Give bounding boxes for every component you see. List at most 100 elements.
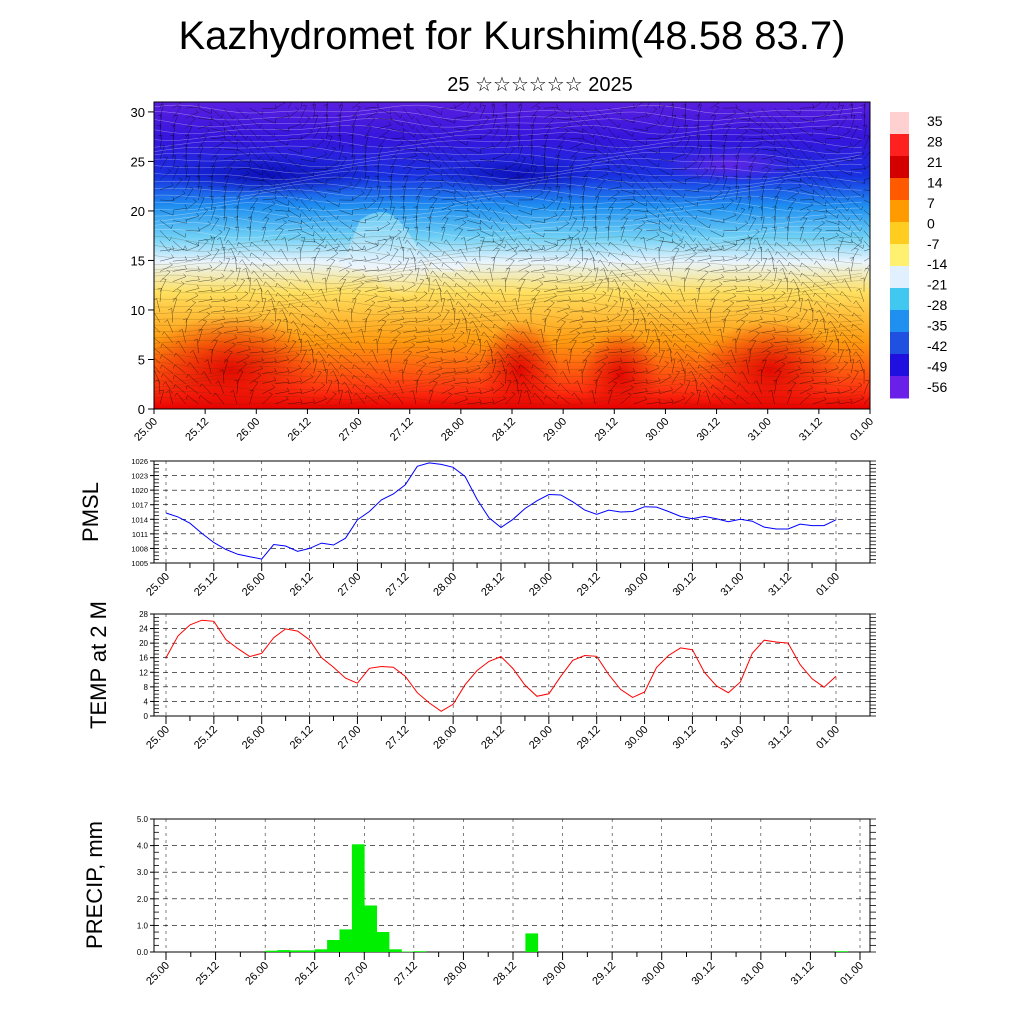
wind-barb bbox=[290, 320, 301, 333]
wind-barb bbox=[262, 346, 277, 354]
wind-barb bbox=[537, 328, 545, 343]
isotherm-contour bbox=[154, 326, 863, 336]
wind-barb bbox=[281, 236, 289, 252]
wind-barb bbox=[198, 235, 213, 242]
wind-barb bbox=[633, 102, 644, 109]
wind-barb bbox=[364, 254, 379, 262]
wind-barb bbox=[520, 331, 532, 343]
wind-barb bbox=[160, 364, 173, 374]
wind-barb bbox=[454, 112, 469, 119]
precip-bar bbox=[302, 950, 315, 952]
wind-barb bbox=[531, 245, 546, 252]
wind-barb bbox=[723, 309, 731, 323]
wind-barb bbox=[159, 104, 164, 119]
wind-barb bbox=[467, 303, 481, 313]
wind-barb bbox=[313, 189, 327, 199]
wind-barb bbox=[761, 257, 768, 272]
wind-barb bbox=[287, 365, 302, 374]
wind-barb bbox=[825, 398, 840, 405]
wind-barb bbox=[189, 349, 199, 364]
wind-barb bbox=[208, 349, 213, 364]
wind-barb bbox=[541, 145, 546, 160]
wind-barb bbox=[607, 183, 622, 191]
wind-barb bbox=[165, 390, 174, 405]
wind-barb bbox=[275, 189, 288, 199]
wind-barb bbox=[492, 114, 498, 129]
wind-barb bbox=[851, 248, 859, 262]
wind-barb bbox=[646, 148, 660, 154]
wind-barb bbox=[352, 364, 365, 374]
wind-barb bbox=[620, 208, 632, 221]
wind-barb bbox=[684, 230, 696, 242]
wind-barb bbox=[467, 388, 482, 395]
wind-barb bbox=[660, 331, 673, 343]
wind-barb bbox=[275, 378, 290, 384]
wind-barb bbox=[761, 167, 771, 180]
wind-barb bbox=[851, 125, 859, 139]
wind-barb bbox=[674, 351, 685, 364]
wind-barb bbox=[559, 371, 570, 384]
wind-barb bbox=[403, 118, 415, 130]
wind-barb bbox=[574, 237, 583, 252]
wind-barb bbox=[288, 293, 301, 303]
wind-barb bbox=[593, 226, 598, 241]
wind-barb bbox=[492, 151, 507, 160]
wind-barb bbox=[313, 210, 325, 222]
wind-barb bbox=[626, 298, 634, 313]
wind-barb bbox=[364, 309, 372, 323]
wind-barb bbox=[620, 309, 629, 323]
wind-barb bbox=[159, 156, 168, 170]
wind-barb bbox=[851, 333, 865, 343]
wind-barb bbox=[223, 317, 239, 323]
wind-barb bbox=[377, 107, 392, 115]
wind-barb bbox=[684, 102, 687, 109]
wind-barb bbox=[364, 186, 373, 201]
wind-barb bbox=[313, 102, 315, 109]
wind-barb bbox=[223, 306, 239, 313]
isotherm-contour bbox=[154, 131, 863, 142]
wind-barb bbox=[313, 382, 326, 394]
wind-barb bbox=[723, 254, 738, 262]
wind-barb bbox=[323, 104, 328, 119]
wind-barb bbox=[556, 220, 570, 231]
wind-barb bbox=[377, 121, 392, 129]
wind-barb bbox=[633, 387, 648, 395]
wind-barb bbox=[655, 338, 660, 354]
wind-barb bbox=[211, 156, 218, 170]
wind-barb bbox=[776, 259, 788, 272]
wind-barb bbox=[154, 357, 161, 364]
wind-barb bbox=[787, 183, 802, 191]
wind-barb bbox=[326, 267, 331, 282]
wind-barb bbox=[543, 226, 559, 231]
wind-barb bbox=[518, 364, 532, 374]
wind-barb bbox=[775, 251, 788, 262]
wind-barb bbox=[569, 323, 583, 333]
wind-barb bbox=[249, 390, 254, 405]
wind-barb bbox=[735, 234, 751, 242]
wind-barb bbox=[442, 251, 455, 262]
x-tick-label: 26.00 bbox=[240, 571, 268, 599]
wind-barb bbox=[851, 230, 864, 241]
wind-barb bbox=[845, 349, 852, 364]
wind-barb bbox=[671, 220, 684, 232]
wind-barb bbox=[509, 370, 519, 384]
wind-barb bbox=[556, 116, 571, 121]
wind-barb bbox=[552, 338, 558, 354]
wind-barb bbox=[543, 125, 552, 139]
wind-barb bbox=[185, 385, 199, 394]
x-tick-label: 26.12 bbox=[293, 960, 321, 988]
wind-barb bbox=[838, 349, 844, 364]
wind-barb bbox=[406, 248, 417, 262]
isotherm-contour bbox=[154, 163, 863, 174]
wind-barb bbox=[531, 364, 545, 374]
wind-barb bbox=[595, 178, 606, 190]
wind-barb bbox=[594, 196, 600, 211]
wind-barb bbox=[672, 312, 685, 323]
wind-barb bbox=[787, 262, 801, 272]
wind-barb bbox=[454, 138, 468, 146]
wind-barb bbox=[863, 380, 870, 394]
wind-barb bbox=[236, 196, 241, 211]
wind-barb bbox=[531, 374, 545, 384]
wind-barb bbox=[851, 239, 863, 252]
